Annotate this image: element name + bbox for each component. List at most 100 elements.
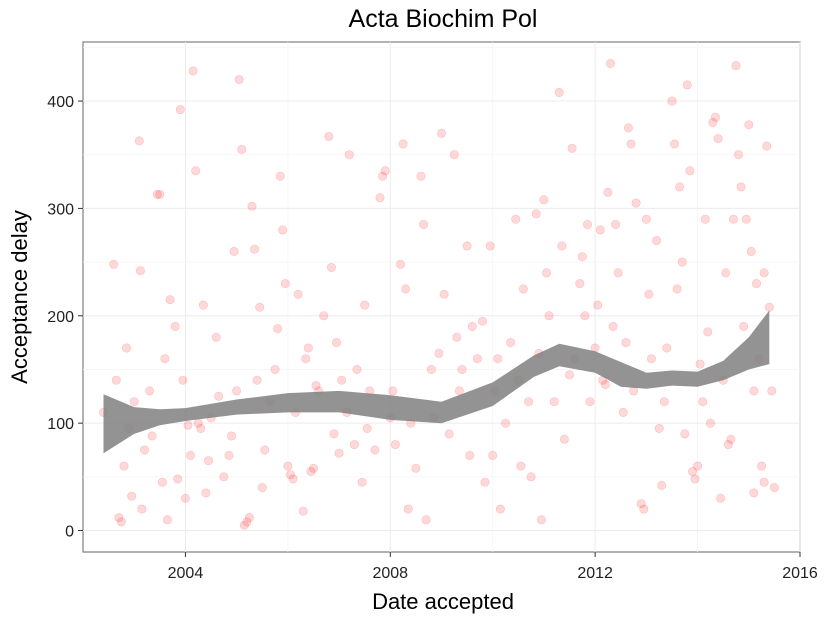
data-point — [178, 375, 188, 385]
data-point — [759, 268, 769, 278]
data-point — [457, 364, 467, 374]
data-point — [626, 139, 636, 149]
data-point — [580, 311, 590, 321]
x-tick-label: 2008 — [372, 565, 408, 582]
data-point — [557, 241, 567, 251]
data-point — [401, 284, 411, 294]
data-point — [183, 420, 193, 430]
data-point — [260, 445, 270, 455]
data-point — [349, 440, 359, 450]
data-point — [751, 279, 761, 289]
data-point — [593, 300, 603, 310]
plot-panel — [82, 41, 801, 553]
data-point — [257, 483, 267, 493]
x-tick-label: 2016 — [782, 565, 818, 582]
data-point — [140, 445, 150, 455]
data-point — [239, 520, 249, 530]
data-point — [283, 461, 293, 471]
data-point — [237, 144, 247, 154]
data-point — [695, 359, 705, 369]
data-point — [611, 220, 621, 230]
data-point — [693, 461, 703, 471]
data-point — [767, 386, 777, 396]
data-point — [757, 461, 767, 471]
data-point — [493, 354, 503, 364]
data-point — [119, 461, 129, 471]
data-point — [227, 431, 237, 441]
data-point — [439, 289, 449, 299]
data-point — [334, 448, 344, 458]
data-point — [739, 321, 749, 331]
data-point — [116, 517, 126, 527]
data-point — [244, 513, 254, 523]
data-point — [462, 241, 472, 251]
data-point — [434, 348, 444, 358]
data-point — [306, 466, 316, 476]
data-point — [111, 375, 121, 385]
data-point — [137, 504, 147, 514]
data-point — [301, 354, 311, 364]
data-point — [114, 513, 124, 523]
data-point — [465, 450, 475, 460]
data-point — [303, 343, 313, 353]
data-point — [741, 214, 751, 224]
data-point — [726, 434, 736, 444]
data-point — [109, 259, 119, 269]
data-point — [488, 450, 498, 460]
data-point — [531, 209, 541, 219]
data-point — [388, 386, 398, 396]
data-point — [559, 434, 569, 444]
data-point — [454, 386, 464, 396]
data-point — [285, 470, 295, 480]
data-point — [749, 386, 759, 396]
data-point — [567, 143, 577, 153]
data-point — [506, 338, 516, 348]
data-point — [329, 429, 339, 439]
data-point — [275, 171, 285, 181]
data-point — [370, 445, 380, 455]
data-point — [700, 214, 710, 224]
data-point — [186, 450, 196, 460]
data-point — [155, 190, 165, 200]
y-axis: 0 100 200 300 400 — [47, 94, 83, 541]
y-tick-label: 300 — [47, 201, 74, 218]
data-point — [426, 364, 436, 374]
data-point — [639, 504, 649, 514]
data-point — [319, 311, 329, 321]
data-point — [657, 480, 667, 490]
data-point — [214, 391, 224, 401]
data-point — [122, 343, 132, 353]
data-point — [618, 407, 628, 417]
data-point — [495, 504, 505, 514]
data-point — [723, 440, 733, 450]
x-tick-label: 2012 — [577, 565, 613, 582]
data-point — [127, 491, 137, 501]
x-axis: 2004 2008 2012 2016 — [168, 552, 818, 582]
data-point — [485, 241, 495, 251]
data-point — [234, 75, 244, 85]
data-point — [582, 220, 592, 230]
plot-border — [82, 41, 801, 553]
data-point — [541, 268, 551, 278]
data-point — [288, 474, 298, 484]
data-point — [621, 338, 631, 348]
data-point — [403, 504, 413, 514]
data-point — [298, 506, 308, 516]
data-point — [690, 474, 700, 484]
y-tick-label: 0 — [65, 524, 74, 541]
data-point — [250, 244, 260, 254]
data-point — [152, 190, 162, 200]
data-point — [536, 515, 546, 525]
data-point — [623, 123, 633, 133]
data-point — [595, 225, 605, 235]
data-point — [680, 429, 690, 439]
data-point — [500, 418, 510, 428]
data-point — [360, 300, 370, 310]
data-point — [603, 187, 613, 197]
data-point — [659, 397, 669, 407]
data-point — [293, 289, 303, 299]
data-point — [326, 262, 336, 272]
data-point — [191, 166, 201, 176]
data-point — [201, 488, 211, 498]
